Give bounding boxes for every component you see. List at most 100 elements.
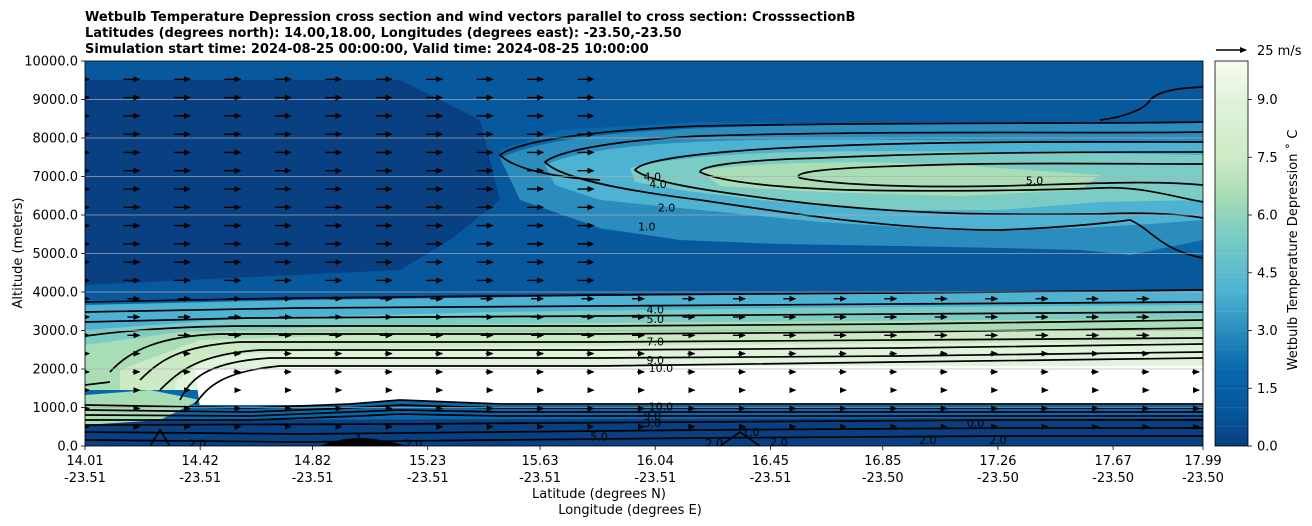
contour-lower-6: [139, 337, 1203, 381]
y-tick-label-4: 4000.0: [33, 286, 79, 301]
x-tick-lat-2: 14.82: [294, 454, 331, 469]
x-tick-lat-10: 17.99: [1184, 454, 1221, 469]
contour-label-20: 2.0: [405, 438, 423, 451]
contour-label-4: 5.0: [1026, 174, 1044, 187]
colorbar: [1214, 60, 1249, 447]
contour-label-10: 10.0: [649, 401, 674, 414]
contour-mid-5: [797, 162, 1203, 188]
y-tick-label-1: 1000.0: [33, 401, 79, 416]
x-tick-lat-4: 15.63: [521, 454, 558, 469]
contour-labels: 4.04.02.01.05.04.05.07.09.010.010.09.03.…: [189, 171, 1044, 451]
x-tick-lon-8: -23.50: [977, 471, 1019, 486]
chart-title-line-1: Wetbulb Temperature Depression cross sec…: [85, 10, 855, 25]
y-tick-label-6: 6000.0: [33, 209, 79, 224]
x-tick-lon-9: -23.50: [1092, 471, 1134, 486]
x-tick-lat-0: 14.01: [66, 454, 103, 469]
contour-bl-3: [85, 409, 1203, 417]
contour-lines: [85, 86, 1203, 446]
contour-lower-2: [85, 301, 1203, 313]
contour-bl-2: [85, 404, 1203, 413]
contour-label-13: 1.0: [742, 426, 760, 439]
x-tick-lon-7: -23.50: [862, 471, 904, 486]
contour-label-12: 3.0: [644, 417, 662, 430]
colorbar-tick-label-3: 4.5: [1257, 266, 1278, 281]
colorbar-bands: [1215, 79, 1248, 428]
contour-bl-4: [85, 413, 1203, 421]
x-tick-lat-7: 16.85: [864, 454, 901, 469]
x-tick-lat-6: 16.45: [752, 454, 789, 469]
contour-bl-5: [85, 419, 1203, 426]
colorbar-tick-label-6: 9.0: [1257, 93, 1278, 108]
contour-label-11: 9.0: [644, 410, 662, 423]
x-tick-lat-5: 16.04: [637, 454, 674, 469]
field-dark-top: [500, 61, 1203, 118]
contour-label-1: 4.0: [649, 178, 667, 191]
x-tick-lon-0: -23.51: [64, 471, 106, 486]
y-tick-label-2: 2000.0: [33, 363, 79, 378]
contour-label-18: 2.0: [989, 434, 1007, 447]
contour-mid-4: [699, 151, 1203, 203]
x-axis-label-latitude: Latitude (degrees N): [532, 487, 666, 502]
y-tick-label-7: 7000.0: [33, 170, 79, 185]
contour-mid-2: [543, 131, 1203, 259]
x-tick-lat-8: 17.26: [979, 454, 1016, 469]
plot-area: 4.04.02.01.05.04.05.07.09.010.010.09.03.…: [85, 61, 1203, 451]
wind-vectors: [85, 76, 1200, 430]
x-tick-lon-3: -23.51: [407, 471, 449, 486]
chart-title-line-3: Simulation start time: 2024-08-25 00:00:…: [85, 42, 649, 57]
x-tick-lat-3: 15.23: [409, 454, 446, 469]
chart-title-line-2: Latitudes (degrees north): 14.00,18.00, …: [85, 26, 682, 41]
field-white-gap: [195, 366, 1203, 408]
contour-mid-3: [633, 140, 1203, 219]
x-tick-lat-9: 17.67: [1095, 454, 1132, 469]
contour-label-19: 2.0: [189, 438, 207, 451]
contour-label-21: 5.0: [590, 430, 608, 443]
contour-label-5: 4.0: [646, 303, 664, 316]
y-tick-label-8: 8000.0: [33, 132, 79, 147]
contour-label-6: 5.0: [646, 313, 664, 326]
contour-label-16: 0.0: [967, 417, 985, 430]
colorbar-tick-label-4: 6.0: [1257, 209, 1278, 224]
contour-label-17: 2.0: [919, 434, 937, 447]
contour-label-15: 2.0: [705, 437, 723, 450]
colorbar-tick-label-2: 3.0: [1257, 324, 1278, 339]
contour-label-3: 1.0: [638, 221, 656, 234]
colorbar-ticks: 0.0 1.5 3.0 4.5 6.0 7.5 9.0: [1248, 93, 1278, 455]
contour-lower-4: [85, 319, 1203, 337]
y-tick-label-3: 3000.0: [33, 324, 79, 339]
y-tick-label-0: 0.0: [57, 440, 78, 455]
x-tick-lon-10: -23.50: [1182, 471, 1224, 486]
x-tick-lon-4: -23.51: [519, 471, 561, 486]
contour-lower-7: [159, 343, 1203, 391]
x-tick-lon-6: -23.51: [749, 471, 791, 486]
contour-label-0: 4.0: [644, 171, 662, 184]
y-tick-label-10: 10000.0: [24, 55, 78, 70]
y-tick-label-5: 5000.0: [33, 247, 79, 262]
y-axis: 0.0 1000.0 2000.0 3000.0 4000.0 5000.0 6000.0 7…: [24, 55, 85, 455]
contour-bl-8: [149, 428, 171, 446]
colorbar-tick-label-5: 7.5: [1257, 151, 1278, 166]
colorbar-tick-label-0: 0.0: [1257, 440, 1278, 455]
contour-label-2: 2.0: [658, 201, 676, 214]
contour-lower-3: [85, 311, 1203, 323]
colorbar-tick-label-1: 1.5: [1257, 382, 1278, 397]
contour-label-22: 3: [354, 430, 361, 443]
x-tick-lat-1: 14.42: [182, 454, 219, 469]
contour-lower-5: [109, 327, 1203, 373]
gridlines: [85, 99, 1203, 408]
x-axis: 14.01 -23.51 14.42 -23.51 14.82 -23.51 15.23 -2…: [64, 446, 1224, 486]
y-axis-label: Altitude (meters): [11, 198, 26, 309]
x-tick-lon-2: -23.51: [292, 471, 334, 486]
contour-label-14: 2.0: [770, 436, 788, 449]
contour-bl-6: [85, 427, 1203, 435]
contour-mid-outer: [498, 121, 1203, 181]
y-tick-label-9: 9000.0: [33, 93, 79, 108]
quiver-key-label: 25 m/s: [1257, 44, 1302, 59]
contour-lower-9: [85, 357, 1203, 405]
x-axis-label-longitude: Longitude (degrees E): [558, 503, 702, 518]
contour-label-9: 10.0: [649, 362, 674, 375]
contour-bl-9: [719, 430, 761, 446]
x-tick-lon-5: -23.51: [634, 471, 676, 486]
contour-bl-7: [85, 435, 1203, 443]
